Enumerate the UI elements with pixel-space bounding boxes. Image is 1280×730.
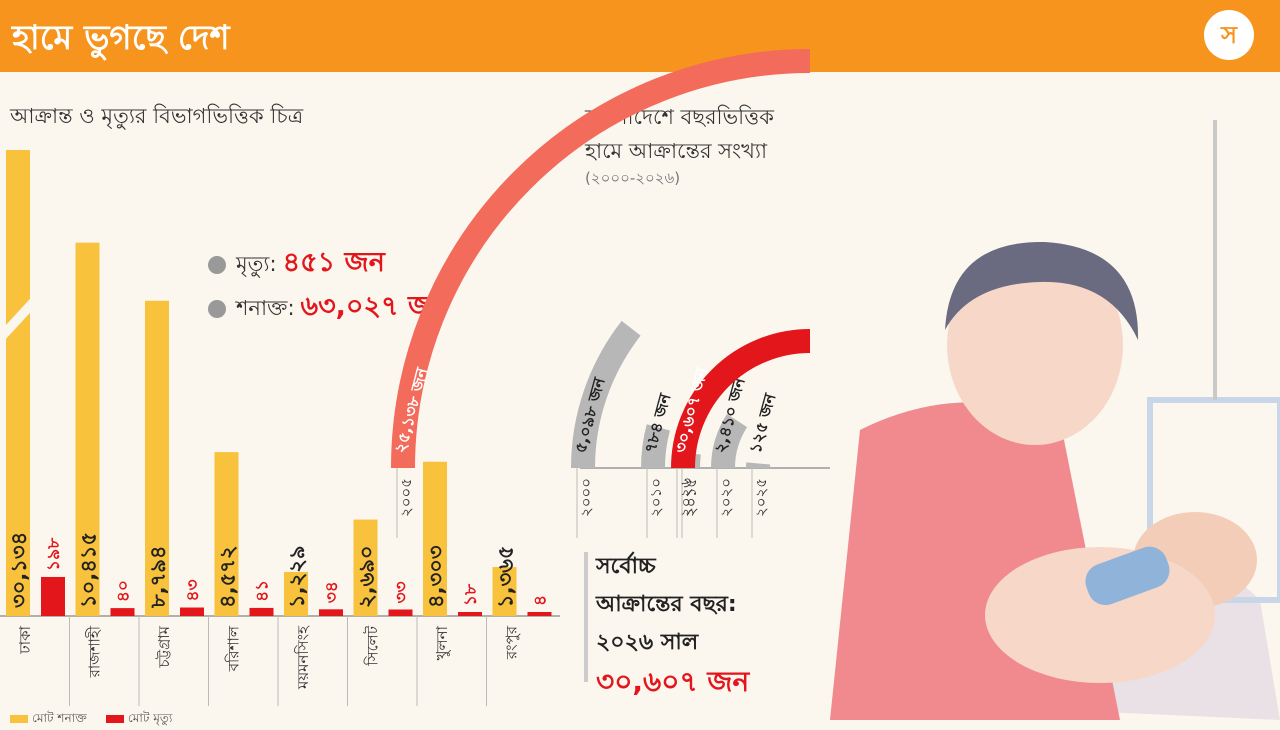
peak-year: ২০২৬ সাল [596, 624, 749, 662]
arc-year-label: ২০১০ [647, 478, 665, 517]
peak-line1: সর্বোচ্চ [596, 548, 749, 586]
bar-deaths [458, 612, 482, 616]
bar-deaths-label: ৪১ [253, 580, 273, 602]
bar-deaths-label: ৩৪ [322, 581, 342, 603]
arc-year-label: ২০০৫ [397, 478, 415, 517]
category-label: ঢাকা [16, 625, 34, 654]
bar-cases-label: ৩০,১৩৪ [7, 532, 31, 608]
bar-deaths [389, 609, 413, 616]
category-label: চট্টগ্রাম [155, 625, 173, 668]
bar-deaths [41, 577, 65, 616]
bar-deaths-label: ৪৩ [183, 579, 203, 601]
arc-year-label: ২০২৬ [677, 478, 695, 517]
legend-swatch-cases [10, 715, 28, 723]
bar-cases-label: ৮,৭৯৪ [146, 545, 170, 609]
bar-cases-label: ২,৬৯০ [355, 545, 379, 608]
bar-deaths-label: ৪০ [114, 580, 134, 602]
arc-value-label: ৫,০৯৮ জন [571, 374, 610, 455]
category-label: খুলনা [433, 625, 451, 660]
bar-deaths-label: ১৮ [461, 583, 481, 606]
category-label: সিলেট [364, 625, 382, 666]
category-label: বরিশাল [225, 625, 243, 672]
legend-swatch-deaths [106, 715, 124, 723]
bar-cases-label: ৪,৫৭২ [216, 545, 240, 608]
illustration [830, 120, 1280, 720]
bar-deaths [528, 612, 552, 616]
bar-deaths-label: ১৯৮ [44, 537, 64, 571]
category-label: রাজশাহী [86, 625, 104, 678]
bar-deaths [319, 609, 343, 616]
arc-value-label: ৭৮৪ জন [641, 390, 675, 455]
bar-cases-label: ৪,৩০৩ [424, 545, 448, 608]
arc-segment [403, 61, 810, 468]
peak-callout: সর্বোচ্চ আক্রান্তের বছর: ২০২৬ সাল ৩০,৬০৭… [596, 548, 749, 702]
arc-year-label: ২০২৫ [752, 478, 770, 517]
bar-cases-label: ১০,৪১৫ [77, 532, 101, 608]
bar-deaths [111, 608, 135, 616]
legend-label-deaths: মোট মৃত্যু [128, 711, 173, 725]
arc-year-label: ২০২০ [717, 478, 735, 517]
peak-divider [584, 552, 588, 682]
category-label: রংপুর [503, 625, 521, 660]
bar-deaths [250, 608, 274, 616]
bar-deaths-label: ৩৩ [392, 581, 412, 603]
arc-value-label: ১২৫ জন [746, 390, 780, 455]
peak-value: ৩০,৬০৭ জন [596, 662, 749, 702]
arc-year-label: ২০০০ [577, 478, 595, 517]
bar-cases-label: ১,৩৬৫ [494, 545, 518, 608]
peak-line2: আক্রান্তের বছর: [596, 586, 749, 624]
legend: মোট শনাক্ত মোট মৃত্যু [10, 710, 172, 730]
bar-deaths-label: ৪ [531, 595, 551, 606]
bar-deaths [180, 608, 204, 616]
legend-label-cases: মোট শনাক্ত [32, 711, 87, 725]
category-label: ময়মনসিংহ [294, 625, 312, 690]
bar-cases-label: ১,২২৯ [285, 545, 309, 608]
